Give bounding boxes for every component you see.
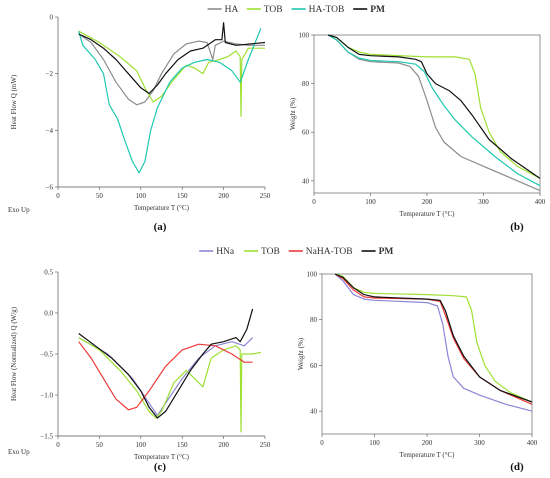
series-line-ha-tob <box>327 34 541 187</box>
x-tick-label: 0 <box>56 441 60 449</box>
y-tick-label: −2 <box>46 70 54 78</box>
y-tick-label: 40 <box>310 408 318 416</box>
legend-bottom: HNa TOB NaHA-TOB PM <box>199 247 393 257</box>
x-tick-label: 300 <box>478 198 489 206</box>
legend-top: HA TOB HA-TOB PM <box>207 5 385 15</box>
series-line-tob <box>78 30 265 117</box>
x-tick-label: 250 <box>260 441 271 449</box>
x-tick-label: 50 <box>96 192 104 200</box>
panel-label: (b) <box>510 221 524 233</box>
y-tick-label: −1.0 <box>40 392 53 400</box>
x-tick-label: 200 <box>422 439 433 447</box>
x-tick-label: 0 <box>320 439 324 447</box>
x-tick-label: 200 <box>218 441 229 449</box>
x-tick-label: 50 <box>96 441 104 449</box>
x-tick-label: 200 <box>218 192 229 200</box>
panel-c: 0 50 100 150 200 250 0.5 0.0 −0.5 −1.0 −1.5 Tempera… <box>8 269 271 474</box>
y-tick-label: 0.0 <box>44 310 53 318</box>
series-line-pm <box>327 34 541 179</box>
series-line-naha-tob <box>334 273 533 405</box>
legend-label: PM <box>370 5 385 15</box>
x-tick-label: 100 <box>369 439 380 447</box>
exo-up-label: Exo Up <box>8 448 30 456</box>
panel-d: 0 100 200 300 400 40 60 80 100 Temperature T (°C)… <box>297 271 538 474</box>
y-axis-label: Weight (%) <box>297 337 305 370</box>
x-tick-label: 0 <box>312 198 316 206</box>
plot-frame <box>313 34 541 194</box>
y-tick-label: −0.5 <box>40 351 53 359</box>
panel-b: 0 100 200 300 400 40 60 80 100 Temperature T (°C)… <box>289 32 546 234</box>
x-tick-label: 400 <box>527 439 538 447</box>
x-tick-label: 200 <box>422 198 433 206</box>
series-line-ha-tob <box>78 28 262 174</box>
x-tick-label: 0 <box>56 192 60 200</box>
legend-label: HA <box>225 5 239 15</box>
x-axis-label: Temperature T (°C) <box>400 451 456 459</box>
series-line-tob <box>78 337 262 433</box>
legend-label: TOB <box>261 247 280 257</box>
series-line-pm <box>334 273 533 403</box>
y-tick-label: 100 <box>307 271 318 279</box>
x-tick-label: 100 <box>136 192 147 200</box>
y-tick-label: 0.5 <box>44 269 53 277</box>
panel-a: 0 50 100 150 200 250 0 −2 −4 −6 Temperature T (°C)… <box>8 14 271 234</box>
exo-up-label: Exo Up <box>8 206 30 214</box>
x-tick-label: 100 <box>136 441 147 449</box>
series-line-hna <box>334 273 533 412</box>
y-tick-label: −4 <box>46 127 54 135</box>
x-tick-label: 100 <box>365 198 376 206</box>
x-tick-label: 300 <box>474 439 485 447</box>
series-line-ha <box>78 33 265 106</box>
series-line-naha-tob <box>78 341 253 411</box>
x-tick-label: 150 <box>177 192 188 200</box>
y-tick-label: 60 <box>310 362 318 370</box>
series-line-tob <box>327 34 541 179</box>
plot-frame <box>321 273 533 435</box>
legend-label: NaHA-TOB <box>306 247 353 257</box>
series-line-pm <box>78 22 266 95</box>
y-axis-label: Heat Flow (Normalized) Q (W/g) <box>10 306 18 401</box>
panel-label: (d) <box>510 461 524 473</box>
y-tick-label: 80 <box>310 316 318 324</box>
legend-label: PM <box>379 247 394 257</box>
x-axis-label: Temperature T (°C) <box>400 210 456 218</box>
series-line-pm <box>78 308 254 419</box>
panel-label: (a) <box>154 221 167 233</box>
x-tick-label: 250 <box>260 192 271 200</box>
y-tick-label: 60 <box>302 129 310 137</box>
series-line-tob <box>334 273 533 403</box>
x-tick-label: 150 <box>177 441 188 449</box>
legend-label: HNa <box>216 247 235 257</box>
x-axis-label: Temperature T (°C) <box>134 453 190 461</box>
y-axis-label: Weight (%) <box>289 97 297 130</box>
y-tick-label: 40 <box>302 177 310 185</box>
y-tick-label: −6 <box>46 184 54 192</box>
y-tick-label: 0 <box>50 14 54 22</box>
legend-label: TOB <box>264 5 283 15</box>
y-axis-label: Heat Flow Q (mW) <box>10 74 18 129</box>
y-tick-label: 100 <box>299 32 310 40</box>
y-tick-label: 80 <box>302 80 310 88</box>
x-tick-label: 400 <box>535 198 546 206</box>
y-tick-label: −1.5 <box>40 433 53 441</box>
panel-label: (c) <box>154 461 167 473</box>
x-axis-label: Temperature T (°C) <box>134 204 190 212</box>
legend-label: HA-TOB <box>309 5 345 15</box>
